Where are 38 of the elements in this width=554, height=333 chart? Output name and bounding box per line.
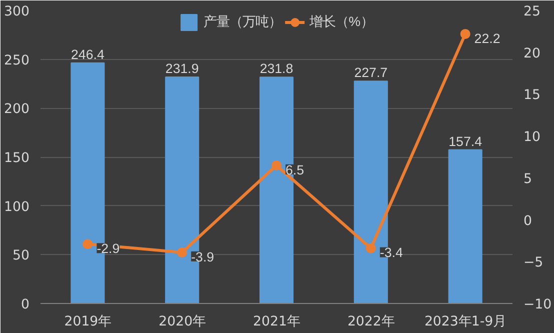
point (272, 160, 282, 170)
y-tick-label: 300 (4, 4, 30, 20)
y2-tick-label: 15 (524, 88, 540, 104)
y-tick-label: 150 (4, 151, 30, 166)
point (177, 247, 188, 258)
data-label: 231.8 (260, 61, 294, 76)
point (82, 239, 93, 250)
x-tick-label: 2021年 (253, 314, 300, 330)
y-tick-label: 100 (4, 200, 30, 215)
legend-label: 产量（万吨） (204, 13, 282, 31)
data-label: 22.2 (474, 30, 500, 46)
x-tick-label: 2019年 (64, 314, 112, 330)
y2-tick-label: −10 (524, 298, 552, 312)
y-tick-label: 250 (4, 53, 30, 68)
x-tick-label: 2020年 (158, 314, 206, 330)
y-tick-label: 50 (12, 248, 30, 264)
y2-tick-label: −5 (524, 256, 544, 271)
legend-label: 增长（%） (310, 13, 374, 31)
y-tick-label: 200 (4, 102, 30, 118)
y2-tick-label: 5 (524, 172, 532, 187)
bar (448, 149, 482, 304)
y2-tick-label: 0 (524, 214, 532, 229)
y-tick-label: 0 (21, 298, 30, 312)
y2-tick-label: 20 (524, 46, 540, 62)
x-tick-label: 2022年 (347, 314, 394, 330)
data-label: 231.9 (165, 61, 199, 76)
data-label: 157.4 (448, 134, 483, 149)
point (366, 243, 376, 254)
data-label: 6.5 (286, 162, 304, 178)
y2-tick-label: 10 (524, 130, 540, 146)
x-tick-label: 2023年1-9月 (424, 314, 506, 330)
y2-tick-label: 25 (524, 4, 540, 20)
data-label: -3.9 (191, 249, 214, 264)
data-label: 246.4 (71, 46, 105, 62)
data-label: -2.9 (96, 241, 120, 256)
point (460, 28, 470, 39)
data-label: 227.7 (354, 65, 388, 80)
data-label: -3.4 (380, 245, 404, 260)
